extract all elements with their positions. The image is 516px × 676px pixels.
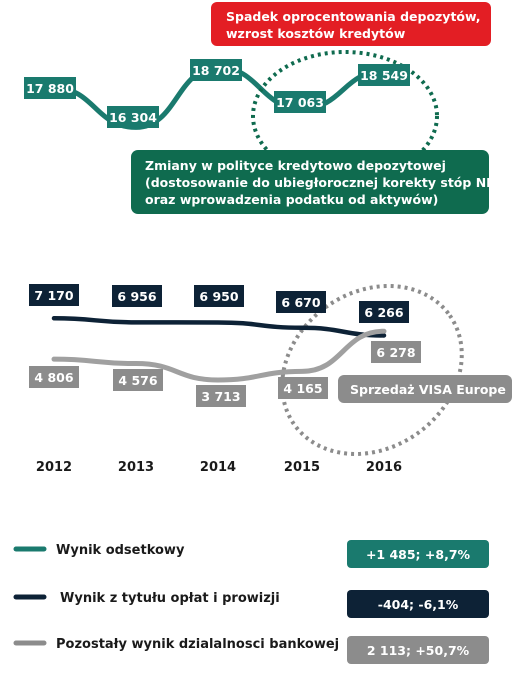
other-value-label-2013: 4 576	[113, 369, 163, 391]
legend: Wynik odsetkowy +1 485; +8,7% Wynik z ty…	[13, 540, 489, 664]
other-value-label-2014: 3 713	[196, 385, 246, 407]
annotation-green-line3: oraz wprowadzenia podatku od aktywów)	[145, 192, 438, 207]
change-badge-interest-bg	[347, 540, 489, 568]
other-value-label-2016: 6 278	[371, 341, 421, 363]
fees-value-label-2015-text: 6 670	[281, 295, 320, 310]
other-value-label-2013-text: 4 576	[118, 373, 157, 388]
x-tick-label-2013: 2013	[118, 460, 154, 475]
interest-value-label-2015: 17 063	[274, 91, 326, 113]
fees-value-label-2012-text: 7 170	[34, 288, 73, 303]
legend-label-interest: Wynik odsetkowy	[56, 543, 185, 558]
change-badge-interest: +1 485; +8,7%	[366, 547, 471, 562]
legend-label-other: Pozostały wynik dzialalnosci bankowej	[56, 637, 339, 652]
other-value-label-2015: 4 165	[278, 377, 328, 399]
interest-value-label-2014-text: 18 702	[192, 63, 240, 78]
other-value-label-2012: 4 806	[29, 366, 79, 388]
x-tick-label-2015: 2015	[284, 460, 320, 475]
annotation-green-line2: (dostosowanie do ubiegłorocznej korekty …	[145, 175, 505, 190]
fees-value-label-2012: 7 170	[29, 284, 79, 306]
interest-value-label-2016: 18 549	[358, 64, 410, 86]
interest-value-label-2012-text: 17 880	[26, 81, 74, 96]
annotation-visa-text: Sprzedaż VISA Europe	[350, 382, 506, 397]
annotation-green: Zmiany w polityce kredytowo depozytowej …	[131, 150, 505, 214]
annotation-visa: Sprzedaż VISA Europe	[338, 375, 512, 403]
interest-value-label-2014: 18 702	[190, 59, 242, 81]
other-value-label-2015-text: 4 165	[283, 381, 322, 396]
annotation-red: Spadek oprocentowania depozytów, wzrost …	[211, 2, 491, 46]
interest-income-chart: 17 880 16 304 18 702 17 063 18 549 Spadek op…	[24, 2, 505, 214]
highlight-ellipse-top	[251, 50, 439, 182]
other-value-label-2014-text: 3 713	[201, 389, 240, 404]
fees-value-label-2015: 6 670	[276, 291, 326, 313]
interest-value-label-2015-text: 17 063	[276, 95, 324, 110]
annotation-red-line1: Spadek oprocentowania depozytów,	[226, 9, 481, 24]
change-badge-other: 2 113; +50,7%	[367, 643, 470, 658]
interest-value-label-2016-text: 18 549	[360, 68, 408, 83]
other-value-label-2012-text: 4 806	[34, 370, 73, 385]
legend-label-fees: Wynik z tytułu opłat i prowizji	[60, 591, 280, 606]
change-badge-other-bg	[347, 636, 489, 664]
highlight-ellipse-bottom	[280, 284, 464, 456]
fees-line	[51, 316, 387, 338]
change-badge-fees: -404; -6,1%	[378, 597, 459, 612]
fees-value-label-2013-text: 6 956	[117, 289, 156, 304]
x-tick-label-2014: 2014	[200, 460, 236, 475]
fees-value-label-2014: 6 950	[194, 285, 244, 307]
fees-value-label-2014-text: 6 950	[199, 289, 238, 304]
annotation-green-line1: Zmiany w polityce kredytowo depozytowej	[145, 158, 446, 173]
annotation-red-line2: wzrost kosztów kredytów	[226, 26, 406, 41]
other-income-line	[51, 328, 387, 383]
fees-other-chart: 7 170 6 956 6 950 6 670 6 266 4 806 4 576 3 713…	[29, 284, 512, 456]
interest-value-label-2012: 17 880	[24, 77, 76, 99]
interest-value-label-2013: 16 304	[107, 106, 159, 128]
x-tick-label-2016: 2016	[366, 460, 402, 475]
fees-value-label-2016-text: 6 266	[364, 305, 403, 320]
fees-value-label-2013: 6 956	[112, 285, 162, 307]
fees-value-label-2016: 6 266	[359, 301, 409, 323]
x-tick-label-2012: 2012	[36, 460, 72, 475]
change-badge-fees-bg	[347, 590, 489, 618]
other-value-label-2016-text: 6 278	[376, 345, 415, 360]
interest-value-label-2013-text: 16 304	[109, 110, 157, 125]
